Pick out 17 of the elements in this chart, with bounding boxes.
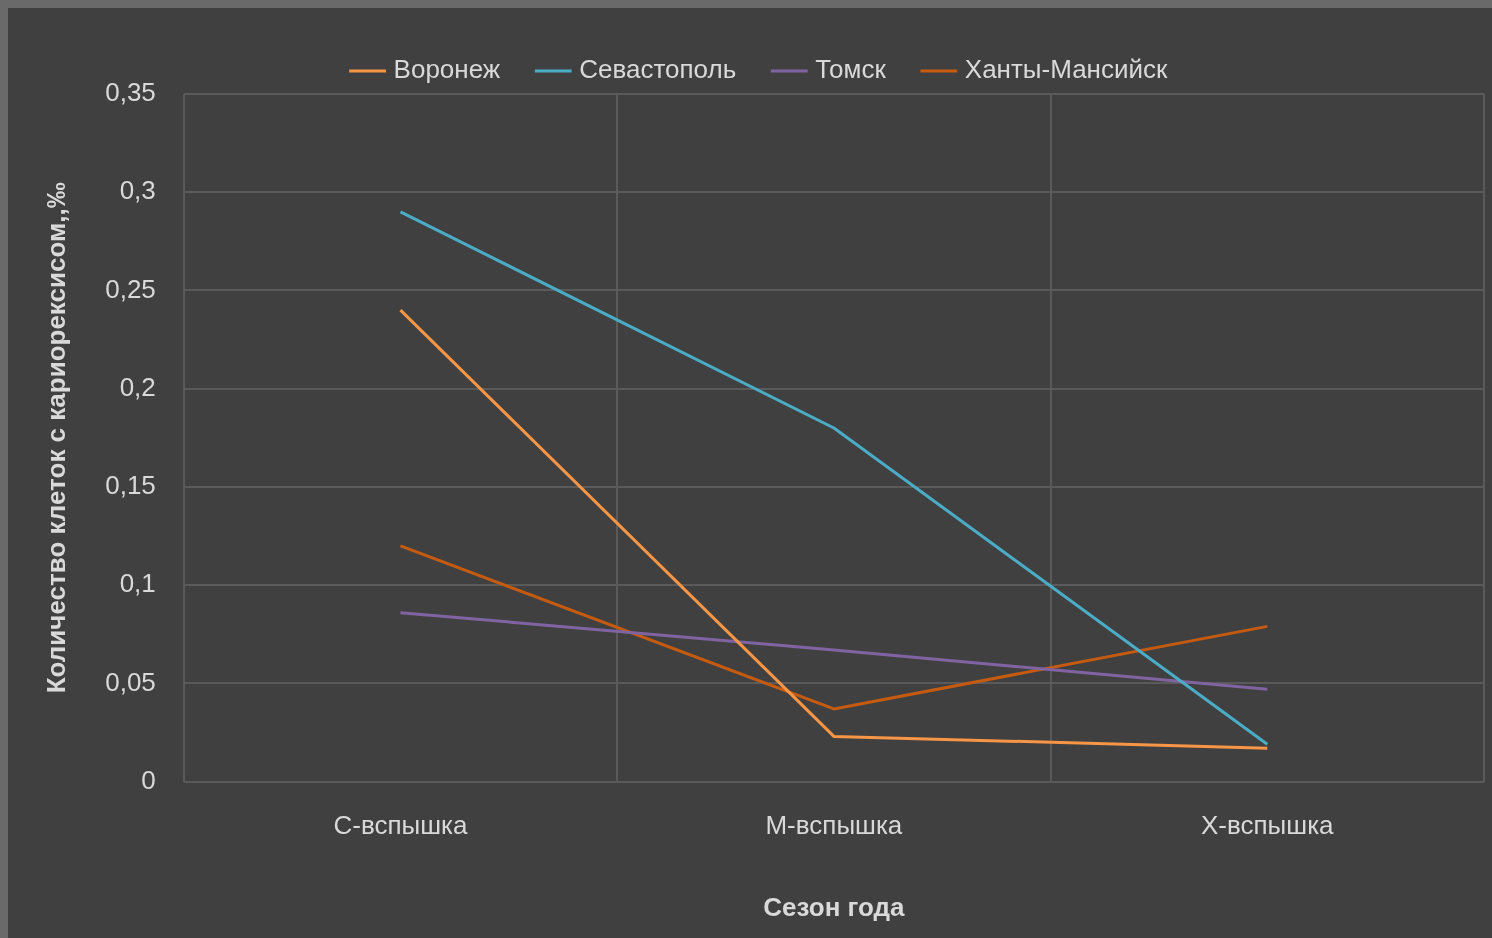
x-tick-label: Х-вспышка: [1201, 810, 1335, 841]
x-tick-label: С-вспышка: [333, 810, 469, 841]
x-tick-label: М-вспышка: [765, 810, 903, 841]
y-tick-label: 0,35: [105, 77, 156, 108]
legend-label: Севастополь: [579, 54, 737, 85]
y-tick-label: 0,3: [119, 175, 156, 206]
y-tick-label: 0,15: [105, 470, 156, 501]
y-tick-label: 0,05: [105, 666, 156, 697]
legend-label: Воронеж: [393, 54, 501, 85]
y-tick-label: 0: [141, 764, 156, 795]
legend-label: Ханты-Мансийск: [964, 54, 1169, 85]
y-axis-title: Количество клеток с кариорексисом,,‰: [40, 182, 71, 694]
x-axis-title: Сезон года: [763, 891, 906, 922]
y-tick-label: 0,25: [105, 273, 156, 304]
y-tick-label: 0,2: [119, 371, 156, 402]
legend-label: Томск: [815, 54, 887, 85]
y-tick-label: 0,1: [119, 568, 156, 599]
